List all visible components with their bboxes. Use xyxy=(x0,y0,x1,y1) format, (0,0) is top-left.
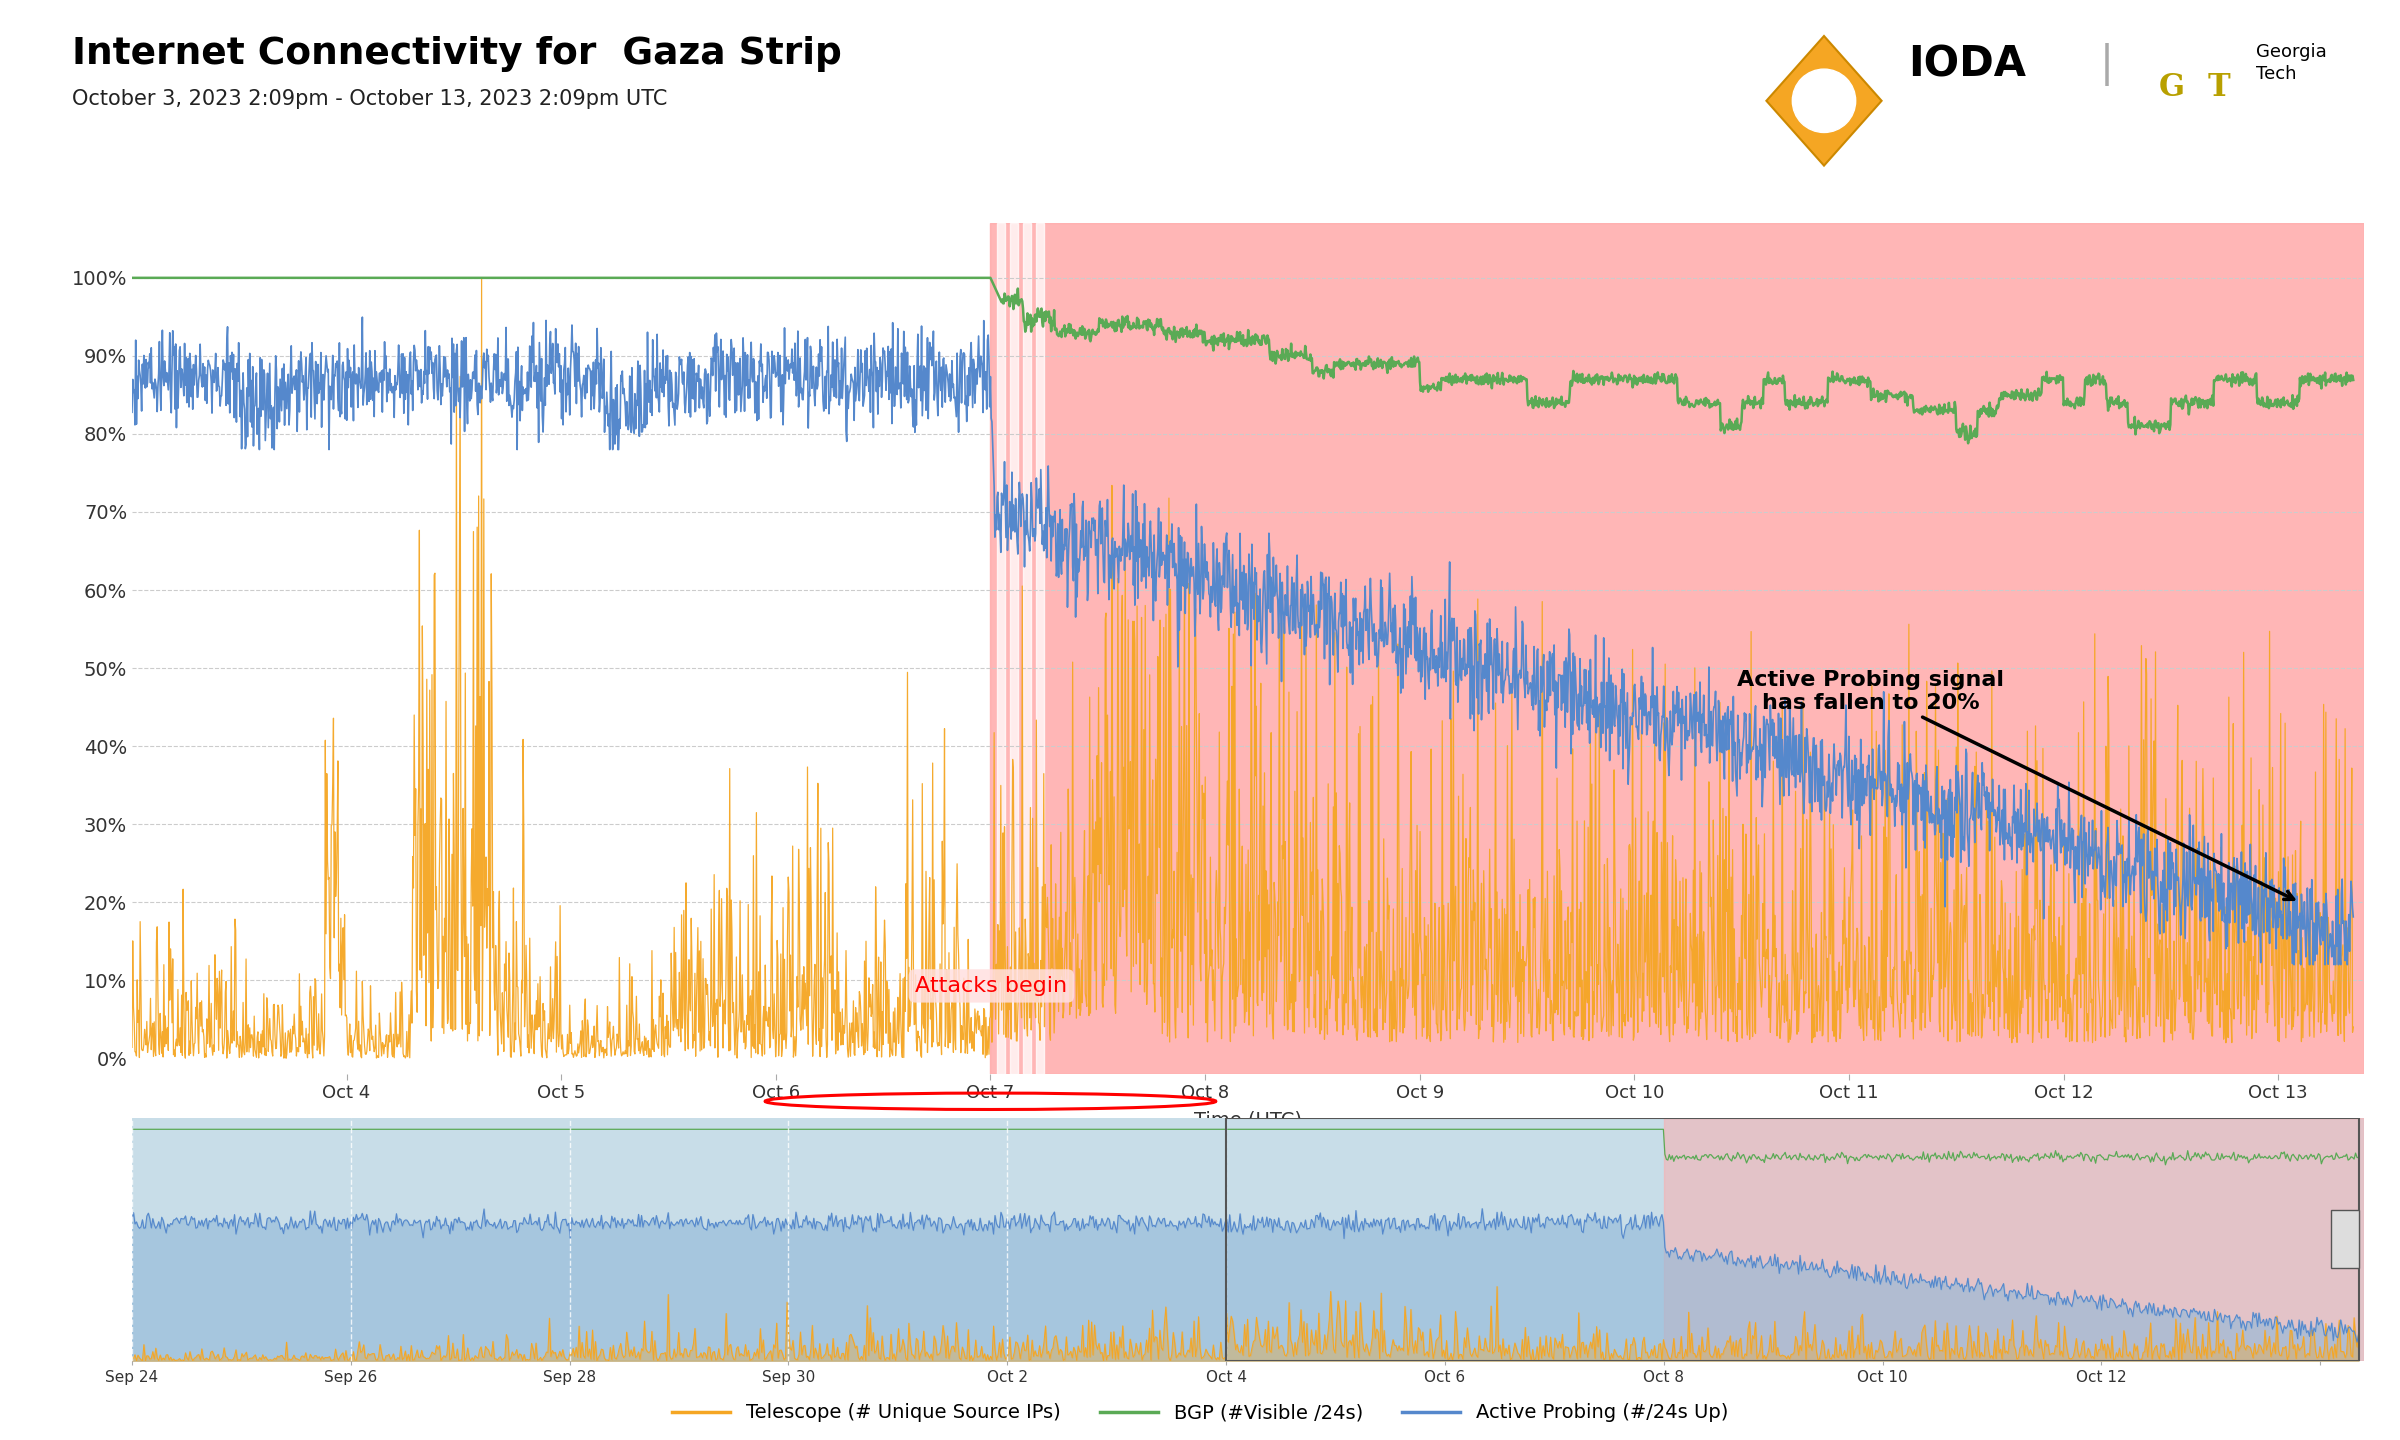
X-axis label: Time (UTC): Time (UTC) xyxy=(1195,1110,1301,1130)
Bar xyxy=(991,223,2364,1074)
Bar xyxy=(1022,223,1032,1074)
Text: October 3, 2023 2:09pm - October 13, 2023 2:09pm UTC: October 3, 2023 2:09pm - October 13, 202… xyxy=(72,89,667,109)
Bar xyxy=(1034,223,1044,1074)
Circle shape xyxy=(1793,69,1855,132)
Bar xyxy=(996,223,1006,1074)
Legend: Telescope (# Unique Source IPs), BGP (#Visible /24s), Active Probing (#/24s Up): Telescope (# Unique Source IPs), BGP (#V… xyxy=(665,1395,1735,1430)
Text: Attacks begin: Attacks begin xyxy=(914,976,1068,996)
Bar xyxy=(2330,1211,2359,1269)
Text: G: G xyxy=(2160,72,2184,104)
Polygon shape xyxy=(1766,36,1882,166)
Text: T: T xyxy=(2208,72,2230,104)
Bar xyxy=(1226,1117,2359,1361)
Text: |: | xyxy=(2100,43,2114,86)
Bar xyxy=(1663,1117,2364,1361)
Text: Internet Connectivity for  Gaza Strip: Internet Connectivity for Gaza Strip xyxy=(72,36,842,72)
Text: Active Probing signal
has fallen to 20%: Active Probing signal has fallen to 20% xyxy=(1738,670,2294,900)
Bar xyxy=(1010,223,1018,1074)
Text: IODA: IODA xyxy=(1908,43,2026,85)
Text: Georgia
Tech: Georgia Tech xyxy=(2256,43,2326,84)
